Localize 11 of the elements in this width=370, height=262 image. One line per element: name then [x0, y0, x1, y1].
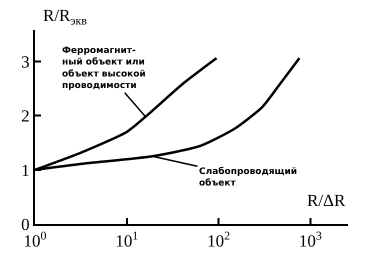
annotation: Слабопроводящий объект: [199, 166, 298, 189]
y-tick-label: 0: [21, 214, 30, 234]
annotation: Ферромагнит- ный объект или объект высокой проводимости: [62, 46, 146, 92]
y-tick-label: 2: [21, 106, 30, 126]
y-axis-title: R/R$_{экв}$: [43, 6, 88, 28]
x-tick-label: 10$^{2}$: [207, 228, 230, 250]
y-tick-label: 1: [21, 160, 30, 180]
x-tick-label: 10$^{3}$: [298, 228, 322, 250]
y-tick-label: 3: [21, 52, 30, 72]
x-tick-label: 10$^{1}$: [115, 228, 138, 250]
x-axis-title: R/ΔR: [307, 191, 346, 210]
